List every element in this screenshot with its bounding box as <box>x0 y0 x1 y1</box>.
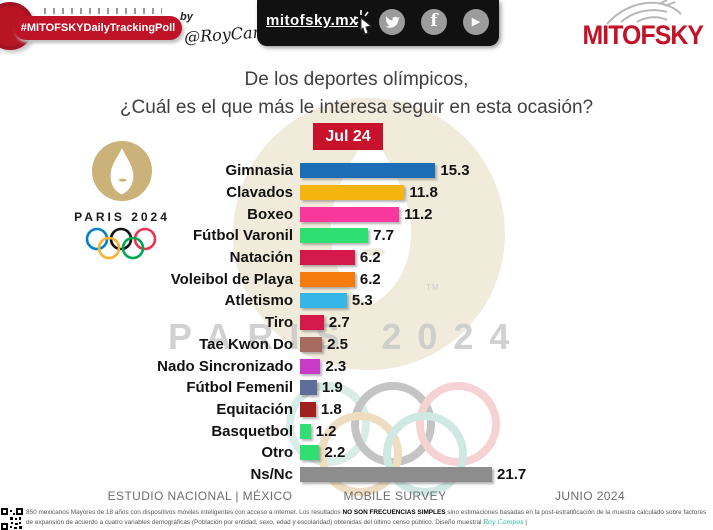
paris-2024-logo: PARIS 2024 <box>72 141 172 266</box>
olympic-rings-icon <box>85 227 157 260</box>
bar <box>300 185 405 201</box>
paris-flame-icon <box>92 141 152 201</box>
bar <box>300 466 493 482</box>
tm-watermark: TM <box>426 283 440 292</box>
bar-chart: Gimnasia 15.3 Clavados 11.8 Boxeo 11.2 Fútbol … <box>0 160 713 485</box>
bar <box>300 293 347 309</box>
chart-row: Atletismo 5.3 <box>0 290 713 312</box>
methodology-signature: Roy Campos <box>483 517 524 526</box>
bar <box>300 423 311 439</box>
chart-row: Equitación 1.8 <box>0 399 713 421</box>
paris-2024-wordmark: PARIS 2024 <box>74 210 170 224</box>
category-label: Otro <box>261 444 293 462</box>
chart-row: Voleibol de Playa 6.2 <box>0 268 713 290</box>
mitofsky-link[interactable]: mitofsky.mx <box>266 12 358 29</box>
category-label: Equitación <box>216 400 293 418</box>
chart-row: Boxeo 11.2 <box>0 203 713 225</box>
title-line2: ¿Cuál es el que más le interesa seguir e… <box>119 97 594 118</box>
methodology-end: | <box>523 518 527 526</box>
bar <box>300 445 320 461</box>
value-label: 11.2 <box>404 205 433 223</box>
chart-row: Tiro 2.7 <box>0 312 713 334</box>
youtube-icon[interactable]: ▶ <box>463 9 489 35</box>
value-label: 2.5 <box>327 335 348 353</box>
bar <box>300 380 317 396</box>
category-label: Natación <box>229 249 293 267</box>
category-label: Atletismo <box>224 292 293 310</box>
methodology-text: 850 mexicanos Mayores de 18 años con dis… <box>26 509 711 527</box>
category-label: Ns/Nc <box>250 465 293 483</box>
tracking-poll-badge: #MITOFSKYDailyTrackingPoll <box>14 16 182 40</box>
click-cursor-icon <box>353 10 373 35</box>
value-label: 1.9 <box>321 379 343 397</box>
value-label: 11.8 <box>409 184 438 202</box>
category-label: Boxeo <box>247 205 293 223</box>
page-title: De los deportes olímpicos, ¿Cuál es el q… <box>0 66 713 122</box>
chart-row: Gimnasia 15.3 <box>0 160 713 182</box>
bar <box>300 250 355 266</box>
mitofsky-bird-icon <box>606 0 682 25</box>
site-bar: mitofsky.mx f ▶ <box>257 0 499 46</box>
paris-2024-watermark: PARIS 2024 <box>168 316 526 357</box>
olympic-rings-watermark <box>286 382 500 496</box>
title-line1: De los deportes olímpicos, <box>244 69 469 90</box>
category-label: Nado Sincronizado <box>157 357 293 375</box>
qr-code-icon <box>1 508 23 530</box>
category-label: Tae Kwon Do <box>199 335 293 353</box>
category-label: Fútbol Varonil <box>193 227 293 245</box>
value-label: 6.2 <box>359 270 381 288</box>
chart-row: Ns/Nc 21.7 <box>0 464 713 486</box>
chart-row: Clavados 11.8 <box>0 182 713 204</box>
category-label: Gimnasia <box>225 162 293 180</box>
value-label: 1.8 <box>320 400 342 418</box>
value-label: 6.2 <box>359 249 381 267</box>
footer-survey-type: MOBILE SURVEY <box>343 489 447 503</box>
bar <box>300 163 436 179</box>
bar <box>300 206 400 222</box>
bar <box>300 315 324 331</box>
chart-row: Nado Sincronizado 2.3 <box>0 355 713 377</box>
value-label: 2.2 <box>324 444 346 462</box>
methodology-part2: sino estimaciones basadas en la post-est… <box>26 509 707 526</box>
thermometer-ticks-icon <box>44 8 162 14</box>
by-label: by <box>180 11 193 23</box>
chart-row: Fútbol Femenil 1.9 <box>0 377 713 399</box>
header: #MITOFSKYDailyTrackingPoll by @RoyCampos… <box>0 0 713 58</box>
category-label: Voleibol de Playa <box>170 270 293 288</box>
bar <box>300 401 316 417</box>
footer-study: ESTUDIO NACIONAL | MÉXICO <box>107 489 293 503</box>
bar <box>300 271 355 287</box>
value-label: 2.3 <box>325 357 347 375</box>
category-label: Fútbol Femenil <box>186 379 293 397</box>
chart-row: Basquetbol 1.2 <box>0 420 713 442</box>
value-label: 15.3 <box>440 162 470 180</box>
bar <box>300 228 369 244</box>
twitter-icon[interactable] <box>379 9 405 35</box>
value-label: 2.7 <box>328 314 350 332</box>
facebook-icon[interactable]: f <box>421 9 447 35</box>
mitofsky-logo: MITOFSKY <box>582 20 703 50</box>
value-label: 5.3 <box>351 292 373 310</box>
chart-row: Fútbol Varonil 7.7 <box>0 225 713 247</box>
chart-row: Natación 6.2 <box>0 247 713 269</box>
category-label: Tiro <box>264 314 293 332</box>
value-label: 1.2 <box>315 422 337 440</box>
category-label: Clavados <box>226 184 293 202</box>
footer-date: JUNIO 2024 <box>554 489 626 503</box>
value-label: 7.7 <box>373 227 394 245</box>
methodology-bold: NO SON FRECUENCIAS SIMPLES <box>342 509 446 516</box>
date-badge: Jul 24 <box>313 123 383 150</box>
bar <box>300 358 321 374</box>
methodology-part1: 850 mexicanos Mayores de 18 años con dis… <box>26 509 343 516</box>
value-label: 21.7 <box>497 465 527 483</box>
bar <box>300 336 323 352</box>
category-label: Basquetbol <box>211 422 293 440</box>
chart-row: Otro 2.2 <box>0 442 713 464</box>
chart-row: Tae Kwon Do 2.5 <box>0 334 713 356</box>
